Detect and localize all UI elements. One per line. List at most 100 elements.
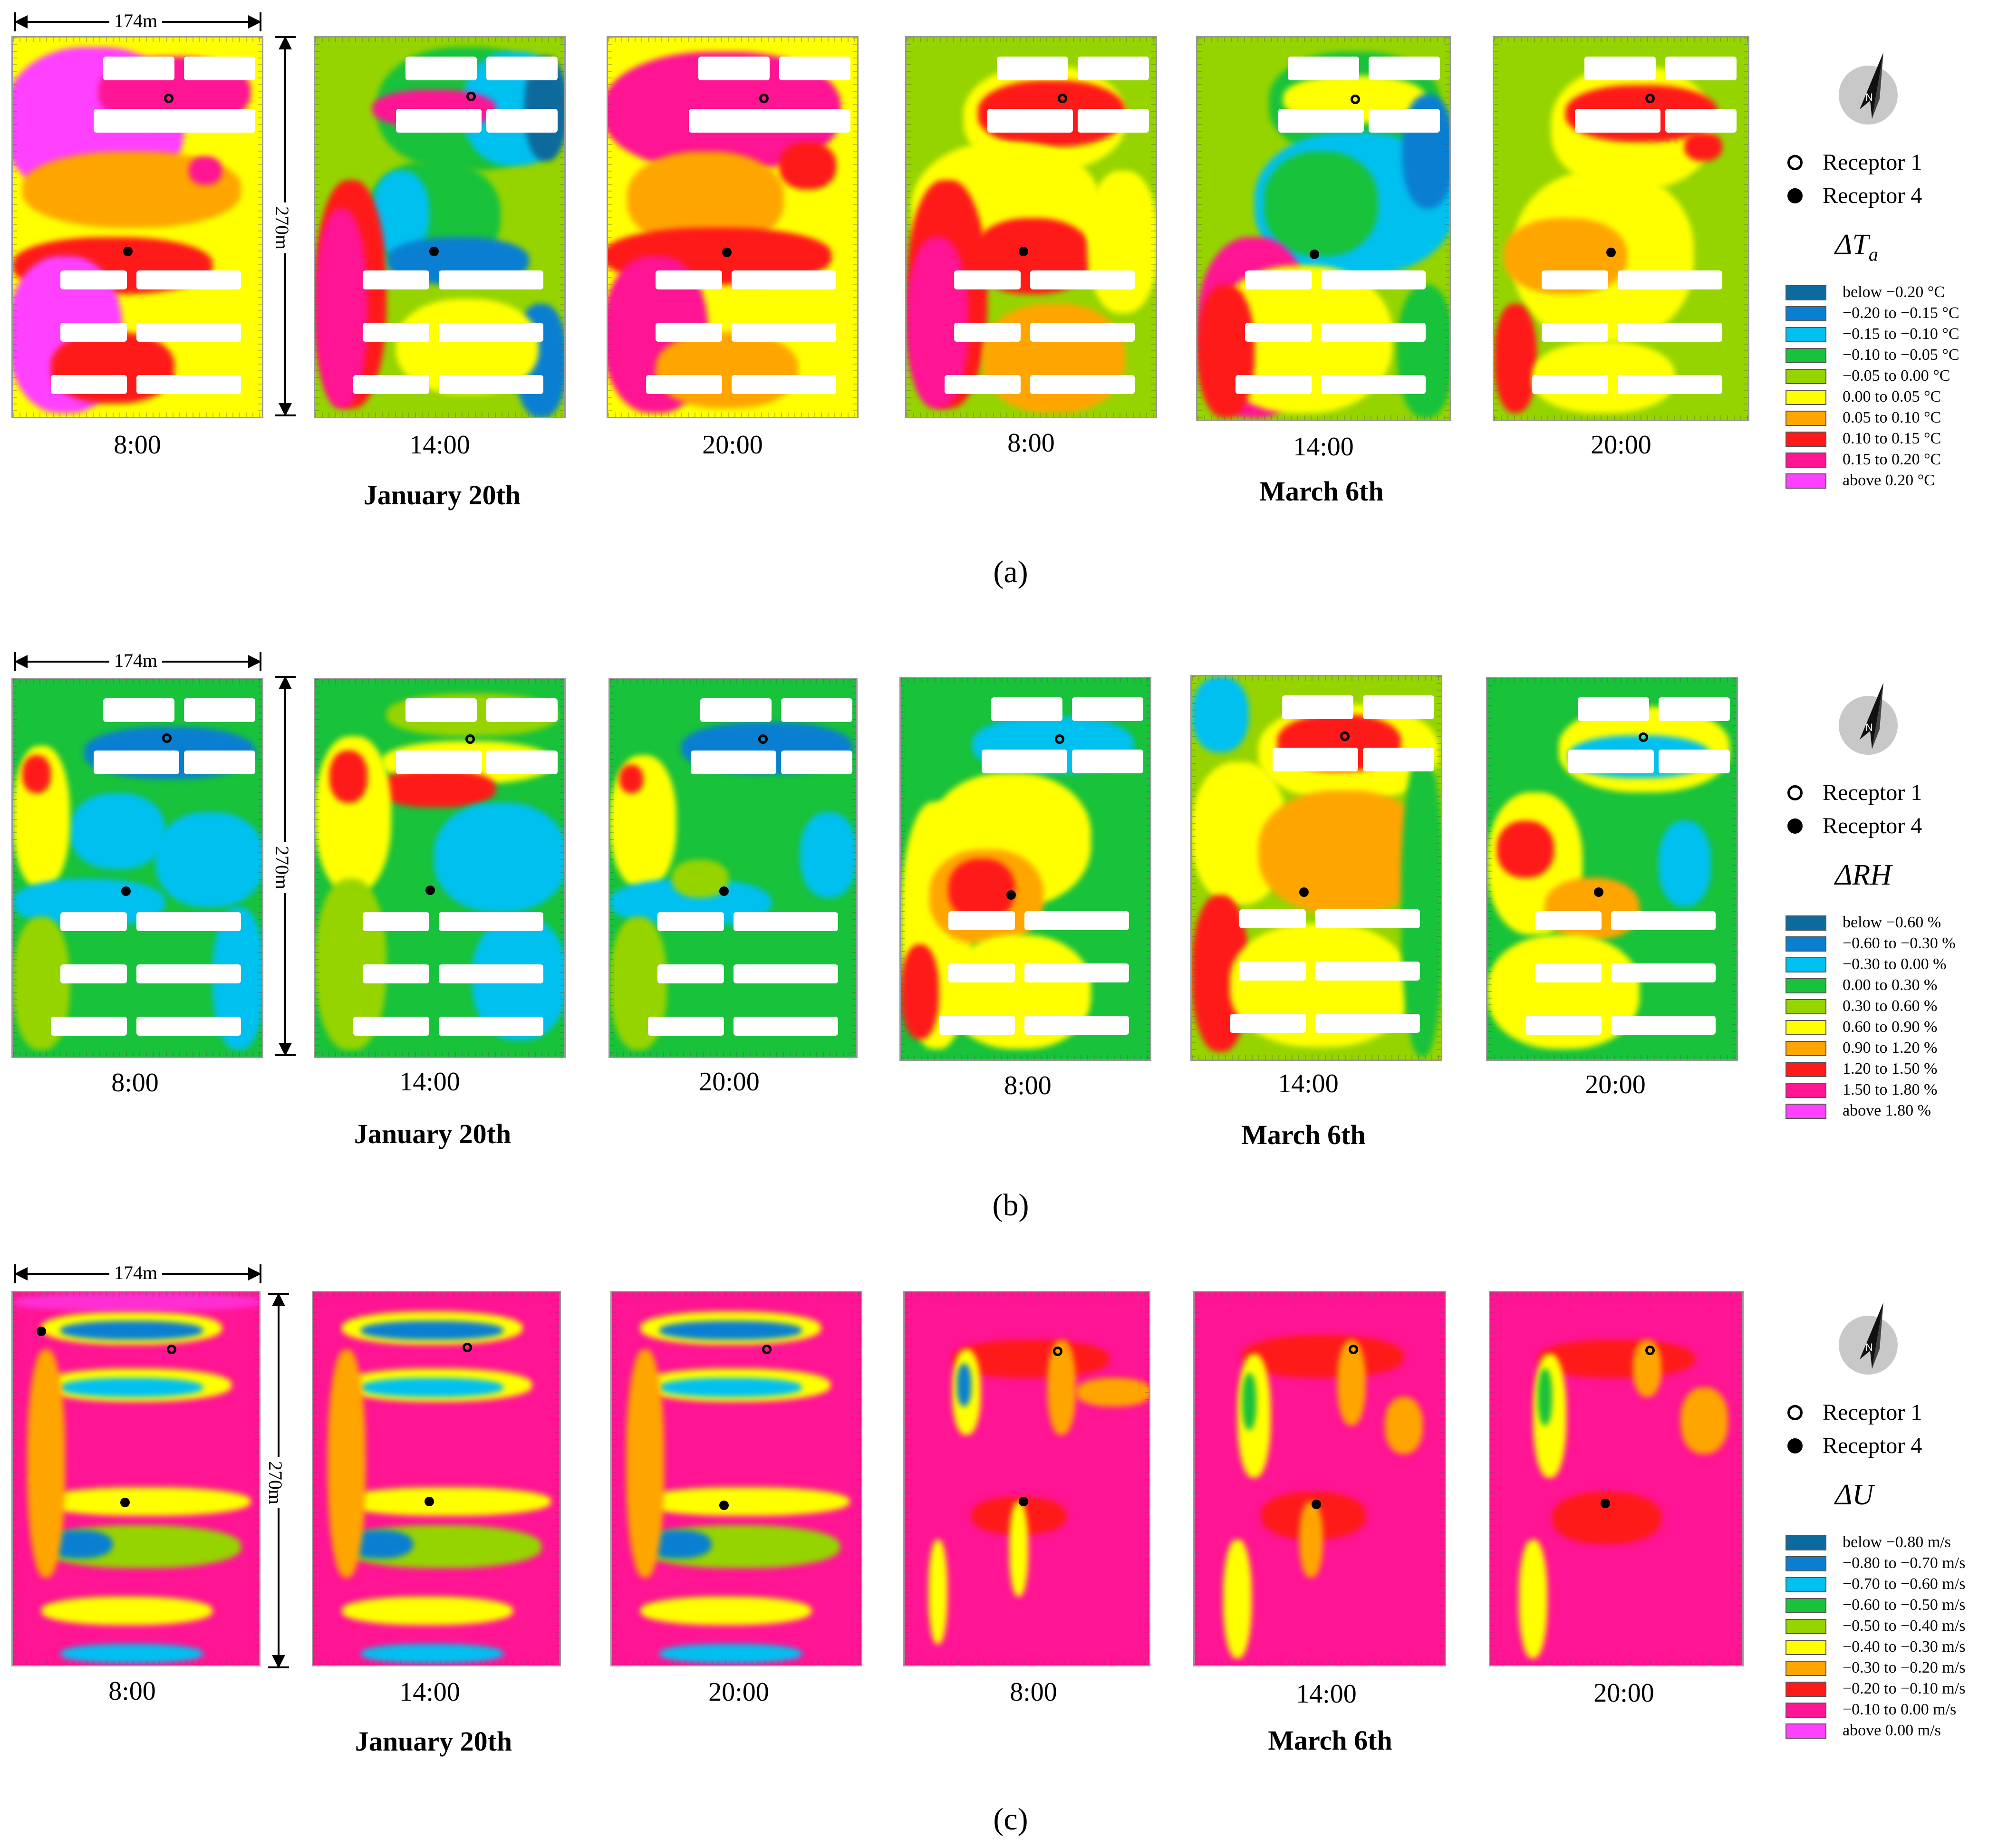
legend-item-label: 1.20 to 1.50 % (1843, 1060, 1938, 1078)
receptor-4-marker (1601, 1499, 1610, 1508)
compass-icon: N (1830, 48, 1916, 138)
map-panel-b-jan-1400 (314, 678, 566, 1058)
legend-item-label: 0.30 to 0.60 % (1843, 997, 1938, 1015)
time-label: 20:00 (1593, 1678, 1654, 1708)
map-panel-b-jan-0800 (11, 678, 263, 1058)
legend-item-label: 0.10 to 0.15 °C (1843, 430, 1941, 447)
map-panel-c-jan-2000 (610, 1291, 862, 1666)
legend-swatch (1786, 411, 1826, 426)
legend-swatch (1786, 1556, 1826, 1571)
legend-swatch (1786, 473, 1826, 489)
width-scale-label: 174m (109, 1261, 163, 1284)
receptor-1-marker (1645, 1346, 1655, 1355)
legend-swatch (1786, 936, 1826, 952)
legend-swatch (1786, 1062, 1826, 1077)
date-label: March 6th (1268, 1725, 1392, 1756)
legend-item: below −0.20 °C (1786, 283, 1995, 302)
width-scale-bar: 174m (14, 1261, 261, 1290)
date-label: January 20th (363, 480, 521, 510)
receptor-1-marker (1053, 1347, 1062, 1356)
time-label: 14:00 (399, 1677, 460, 1707)
receptor-4-legend-label: Receptor 4 (1823, 183, 1922, 208)
legend-item: −0.20 to −0.15 °C (1786, 304, 1995, 323)
legend-item: −0.50 to −0.40 m/s (1786, 1617, 1995, 1636)
legend-item-label: above 0.20 °C (1843, 472, 1935, 489)
compass-icon: N (1830, 1298, 1916, 1388)
receptor-1-legend-marker (1787, 1405, 1803, 1420)
date-label: January 20th (355, 1726, 512, 1757)
map-panel-c-jan-0800 (11, 1291, 261, 1666)
legend-item-label: below −0.20 °C (1843, 283, 1945, 301)
receptor-4-marker (1006, 890, 1016, 900)
legend-swatch (1786, 1083, 1826, 1098)
row-a: 174m 270m (0, 0, 1998, 599)
time-label: 14:00 (1296, 1679, 1357, 1709)
legend-item: 1.50 to 1.80 % (1786, 1081, 1995, 1100)
legend-item-label: below −0.60 % (1843, 914, 1941, 931)
receptor-1-marker (762, 1345, 772, 1354)
row-c: 174m 270m (0, 1255, 1998, 1848)
date-label: March 6th (1241, 1119, 1366, 1150)
compass-letter: N (1865, 722, 1873, 733)
legend-item: −0.05 to 0.00 °C (1786, 367, 1995, 386)
legend-item-label: 0.05 to 0.10 °C (1843, 409, 1941, 426)
height-scale-bar: 270m (264, 1293, 293, 1668)
map-panel-a-jan-1400 (314, 36, 566, 418)
date-label: March 6th (1259, 476, 1384, 507)
legend-swatch (1786, 369, 1826, 384)
legend-item: −0.15 to −0.10 °C (1786, 325, 1995, 344)
width-scale-label: 174m (109, 649, 163, 672)
receptor-1-marker (466, 92, 476, 101)
legend-item-label: −0.30 to −0.20 m/s (1843, 1659, 1966, 1676)
receptor-1-marker (167, 1345, 176, 1354)
height-scale-label: 270m (271, 842, 294, 894)
receptor-4-marker (1019, 247, 1028, 256)
compass-letter: N (1865, 1341, 1873, 1353)
map-panel-b-mar-1400 (1190, 675, 1442, 1061)
subfigure-caption: (b) (992, 1188, 1029, 1222)
legend-swatch (1786, 1661, 1826, 1676)
map-panel-b-jan-2000 (608, 678, 858, 1058)
receptor-1-marker (1645, 94, 1655, 103)
height-scale-bar: 270m (271, 36, 299, 416)
legend-a: N Receptor 1 Receptor 4 ΔTa below −0.20 °C −0… (1778, 48, 1997, 504)
legend-title-text: ΔU (1835, 1479, 1874, 1511)
time-label: 20:00 (708, 1677, 769, 1707)
legend-swatch (1786, 1619, 1826, 1634)
legend-item: −0.20 to −0.10 m/s (1786, 1680, 1995, 1699)
receptor-1-marker (759, 94, 769, 103)
receptor-4-marker (425, 1497, 434, 1506)
legend-swatch (1786, 306, 1826, 321)
legend-item-label: −0.10 to −0.05 °C (1843, 346, 1959, 364)
legend-title: ΔTa (1835, 228, 1878, 265)
receptor-4-marker (425, 886, 435, 895)
receptor-4-marker (120, 1498, 130, 1507)
legend-item-label: −0.60 to −0.30 % (1843, 934, 1956, 952)
receptor-4-legend-marker (1787, 1438, 1803, 1453)
receptor-1-legend-label: Receptor 1 (1823, 780, 1922, 805)
legend-item: 0.00 to 0.05 °C (1786, 388, 1995, 407)
legend-title-text: ΔT (1835, 229, 1869, 261)
time-label: 20:00 (1585, 1070, 1646, 1099)
receptor-1-marker (758, 734, 768, 744)
receptor-4-marker (1594, 887, 1603, 897)
legend-title-subscript: a (1868, 243, 1878, 265)
legend-item-label: 0.00 to 0.30 % (1843, 976, 1938, 994)
legend-swatch (1786, 1020, 1826, 1035)
legend-item: 1.20 to 1.50 % (1786, 1060, 1995, 1079)
receptor-4-marker (1299, 887, 1309, 897)
receptor-1-legend-label: Receptor 1 (1823, 1400, 1922, 1425)
width-scale-bar: 174m (14, 649, 261, 678)
legend-swatch (1786, 1640, 1826, 1655)
receptor-4-marker (1312, 1500, 1321, 1509)
legend-swatch (1786, 432, 1826, 447)
height-scale-label: 270m (264, 1457, 287, 1509)
legend-item: −0.10 to 0.00 m/s (1786, 1701, 1995, 1720)
legend-item: below −0.60 % (1786, 914, 1995, 933)
receptor-1-marker (1340, 732, 1350, 741)
time-label: 14:00 (409, 430, 470, 460)
legend-item-label: −0.30 to 0.00 % (1843, 955, 1947, 973)
time-label: 20:00 (702, 430, 763, 460)
receptor-1-marker (1639, 732, 1648, 742)
receptor-4-marker (123, 247, 133, 256)
